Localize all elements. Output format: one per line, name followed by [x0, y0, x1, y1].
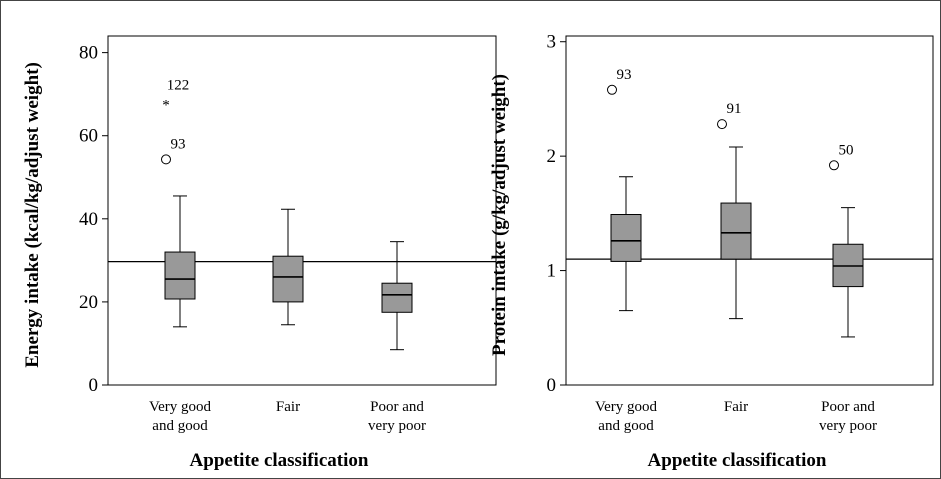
energy-y-tick-label: 60 — [79, 126, 98, 147]
energy-x-axis-title: Appetite classification — [190, 450, 369, 471]
energy-category-label: Fair — [276, 399, 300, 415]
protein-outlier-circle — [607, 84, 617, 95]
energy-intake-panel: Energy intake (kcal/kg/adjust weight) Ap… — [22, 35, 497, 471]
protein-category-label: and good — [598, 418, 654, 434]
energy-outlier-label: 93 — [171, 136, 186, 152]
protein-plot-frame — [565, 35, 934, 386]
protein-category-label: very poor — [819, 418, 877, 434]
energy-plot-frame — [107, 35, 497, 386]
energy-y-tick-label: 0 — [89, 375, 99, 396]
energy-category-label: Very good — [149, 399, 212, 415]
protein-outlier-label: 50 — [839, 142, 854, 158]
energy-y-tick-label: 40 — [79, 209, 98, 230]
protein-y-axis-title: Protein intake (g/kg/adjust weight) — [489, 74, 510, 356]
protein-y-tick-label: 0 — [547, 375, 557, 396]
energy-category-label: and good — [152, 418, 208, 434]
protein-outlier-label: 93 — [617, 67, 632, 83]
energy-y-tick-label: 80 — [79, 43, 98, 64]
energy-y-axis-title: Energy intake (kcal/kg/adjust weight) — [22, 62, 43, 368]
energy-y-tick-label: 20 — [79, 292, 98, 313]
energy-category-label: Poor and — [370, 399, 424, 415]
protein-category-label: Very good — [595, 399, 658, 415]
energy-outlier-star: * — [162, 97, 170, 113]
protein-outlier-label: 91 — [727, 101, 742, 117]
energy-box — [272, 255, 304, 303]
protein-y-tick-label: 1 — [547, 261, 557, 282]
energy-category-label: very poor — [368, 418, 426, 434]
protein-outlier-circle — [829, 160, 839, 171]
protein-box — [720, 202, 752, 260]
energy-box — [381, 282, 413, 313]
protein-box — [610, 214, 642, 262]
energy-outlier-circle — [161, 154, 171, 165]
protein-y-tick-label: 3 — [547, 32, 557, 53]
protein-category-label: Fair — [724, 399, 748, 415]
protein-x-axis-title: Appetite classification — [648, 450, 827, 471]
protein-y-tick-label: 2 — [547, 146, 557, 167]
protein-outlier-circle — [717, 119, 727, 130]
energy-outlier-label: 122 — [167, 77, 190, 93]
protein-category-label: Poor and — [821, 399, 875, 415]
protein-intake-panel: Protein intake (g/kg/adjust weight) Appe… — [489, 32, 934, 471]
energy-box — [164, 251, 196, 300]
